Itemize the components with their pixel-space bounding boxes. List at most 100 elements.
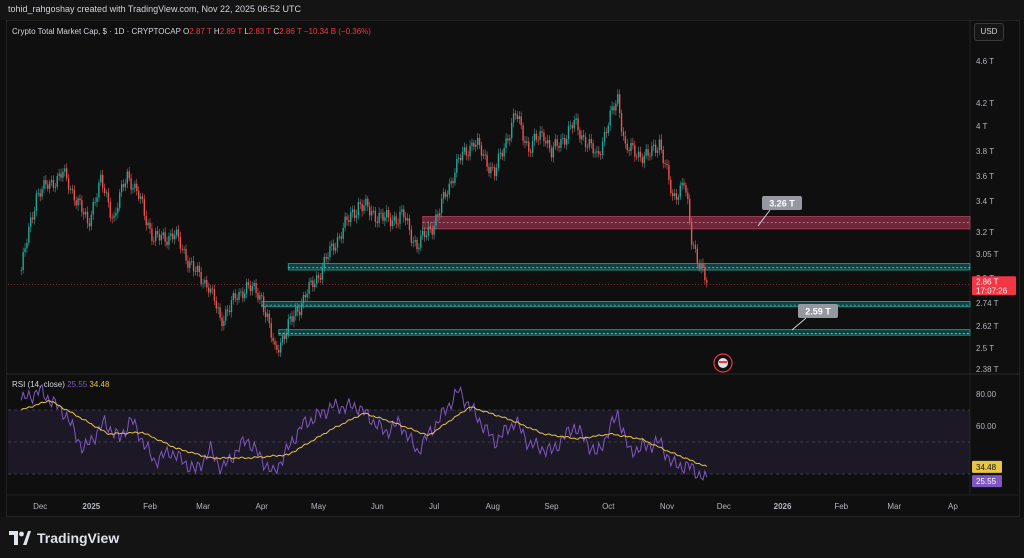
candle-body [173,235,176,240]
candle-body [333,243,335,251]
candle-body [482,154,485,156]
candle-body [232,293,235,301]
candle-body [679,185,681,198]
candle-body [459,157,462,161]
candles-group [20,89,708,358]
price-tick-label: 3.4 T [976,197,994,206]
candle-body [302,294,305,303]
callout-support-box [798,304,838,318]
candle-body [706,280,708,283]
candle-body [247,282,250,286]
candle-body [139,196,142,199]
price-tick-label: 2.62 T [976,322,999,331]
callout-resistance-pointer [757,209,771,227]
candle-body [687,192,689,200]
candle-body [537,139,539,141]
candle-body [452,181,454,184]
brand-name: TradingView [37,530,120,546]
candle-body [393,216,396,221]
candle-body [382,212,384,221]
candle-body [196,265,199,272]
candle-body [603,132,606,142]
rsi-label[interactable]: RSI (14, close) [12,380,65,389]
candle-body [412,241,414,243]
support-zone-3 [278,329,971,336]
candle-body [486,154,488,167]
candle-body [105,192,108,194]
rsi-ma-tag-label: 34.48 [976,463,997,472]
price-tick-label: 4 T [976,122,988,131]
candle-body [190,261,193,262]
candle-body [39,193,41,197]
candle-body [444,192,447,197]
candle-body [73,189,75,201]
candle-body [208,287,210,293]
time-tick-label: Mar [196,502,210,511]
candle-body [187,260,189,268]
candle-body [628,150,630,152]
candle-body [128,171,130,179]
candle-body [71,188,74,190]
candle-body [391,220,394,227]
candle-body [524,140,526,144]
tradingview-logo[interactable]: TradingView [9,530,119,546]
candle-body [363,205,365,212]
candle-body [101,174,104,188]
candle-body [268,313,271,324]
candle-body [181,248,183,250]
candle-body [673,193,676,197]
currency-button[interactable]: USD [974,23,1004,41]
candle-body [512,113,515,123]
candle-body [592,143,594,154]
candle-body [156,230,159,235]
candle-body [664,163,666,164]
candle-body [511,122,513,139]
candle-body [122,184,125,188]
candle-body [440,198,443,214]
candle-body [545,141,547,144]
candle-body [236,298,238,300]
callout-resistance-box [762,196,802,210]
candle-body [634,145,636,157]
candle-body [622,131,625,137]
candle-body [437,214,439,216]
candle-body [632,143,634,146]
candle-body [120,184,123,193]
symbol-title[interactable]: Crypto Total Market Cap, $ · 1D · CRYPTO… [12,27,181,36]
candle-body [84,211,87,215]
candle-body [119,192,121,208]
candle-body [329,246,331,258]
rsi-legend: RSI (14, close) 25.55 34.48 [12,380,109,389]
candle-body [408,218,411,230]
candle-body [380,212,382,214]
candle-body [450,181,452,184]
candle-body [283,335,286,340]
candle-body [204,280,206,284]
candle-body [675,193,678,200]
candle-body [28,226,30,243]
candle-body [600,154,602,156]
candle-body [334,247,337,251]
candle-body [554,139,556,147]
candle-body [467,155,469,157]
support-zone-1 [287,263,971,271]
candle-body [647,149,649,156]
candle-body [81,200,83,213]
candle-body [342,227,344,239]
close-label: C [273,27,280,36]
candle-body [480,145,483,156]
candle-body [507,138,509,141]
candle-body [346,216,348,221]
price-tick-label: 4.2 T [976,99,994,108]
candle-body [327,257,329,259]
candle-body [289,316,291,320]
candle-body [168,236,170,246]
candle-body [596,151,598,153]
candle-body [96,197,98,202]
candle-body [253,283,255,287]
candle-body [609,110,611,126]
candle-body [503,148,505,157]
candle-body [242,291,244,299]
candle-body [395,216,397,224]
